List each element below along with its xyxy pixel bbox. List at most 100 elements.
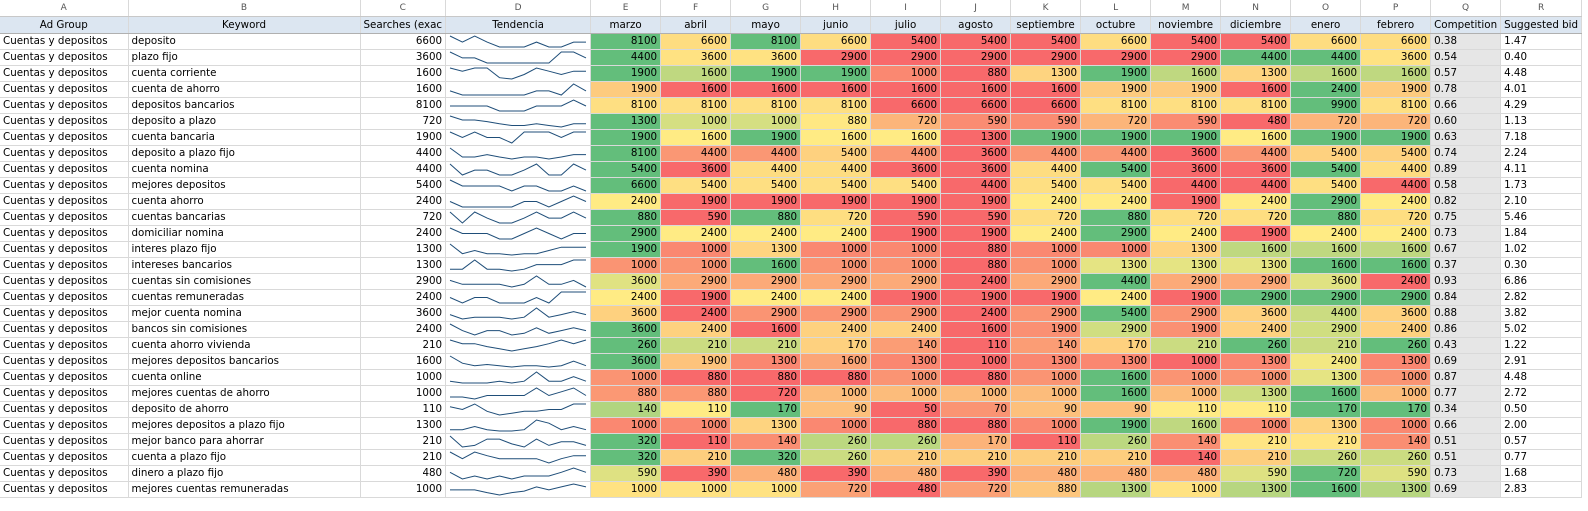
sparkline-cell[interactable] [445, 33, 592, 50]
month-value-cell[interactable]: 1000 [590, 369, 662, 386]
month-value-cell[interactable]: 880 [660, 385, 732, 402]
sparkline-cell[interactable] [445, 465, 592, 482]
month-value-cell[interactable]: 1300 [730, 417, 802, 434]
month-value-cell[interactable]: 3600 [730, 49, 802, 66]
month-value-cell[interactable]: 1600 [940, 81, 1012, 98]
month-value-cell[interactable]: 1900 [1080, 129, 1152, 146]
month-value-cell[interactable]: 1900 [1150, 81, 1222, 98]
month-value-cell[interactable]: 4400 [1150, 177, 1222, 194]
column-letter[interactable]: L [1080, 0, 1152, 17]
month-value-cell[interactable]: 1000 [660, 113, 732, 130]
sparkline-cell[interactable] [445, 129, 592, 146]
sparkline-cell[interactable] [445, 161, 592, 178]
month-value-cell[interactable]: 4400 [1290, 305, 1362, 322]
month-value-cell[interactable]: 1600 [800, 353, 872, 370]
month-value-cell[interactable]: 1000 [590, 257, 662, 274]
month-value-cell[interactable]: 320 [590, 449, 662, 466]
month-value-cell[interactable]: 2900 [1360, 289, 1432, 306]
suggested-bid-cell[interactable]: 1.22 [1500, 337, 1583, 354]
month-value-cell[interactable]: 2400 [660, 305, 732, 322]
suggested-bid-cell[interactable]: 2.00 [1500, 417, 1583, 434]
month-value-cell[interactable]: 2400 [800, 321, 872, 338]
month-value-cell[interactable]: 140 [1150, 449, 1222, 466]
searches-cell[interactable]: 1600 [360, 353, 447, 370]
month-value-cell[interactable]: 2900 [1290, 193, 1362, 210]
searches-cell[interactable]: 1000 [360, 385, 447, 402]
keyword-cell[interactable]: mejor banco para ahorrar [128, 433, 361, 450]
competition-cell[interactable]: 0.88 [1430, 305, 1502, 322]
month-value-cell[interactable]: 2900 [1010, 49, 1082, 66]
sparkline-cell[interactable] [445, 321, 592, 338]
month-value-cell[interactable]: 5400 [870, 33, 942, 50]
month-value-cell[interactable]: 720 [1010, 209, 1082, 226]
ad-group-cell[interactable]: Cuentas y depositos [0, 177, 129, 194]
month-value-cell[interactable]: 1000 [800, 241, 872, 258]
header-month[interactable]: junio [800, 16, 872, 34]
month-value-cell[interactable]: 210 [660, 337, 732, 354]
ad-group-cell[interactable]: Cuentas y depositos [0, 433, 129, 450]
suggested-bid-cell[interactable]: 3.82 [1500, 305, 1583, 322]
suggested-bid-cell[interactable]: 5.02 [1500, 321, 1583, 338]
month-value-cell[interactable]: 2400 [660, 321, 732, 338]
month-value-cell[interactable]: 1900 [590, 241, 662, 258]
month-value-cell[interactable]: 480 [730, 465, 802, 482]
month-value-cell[interactable]: 3600 [1220, 305, 1292, 322]
sparkline-cell[interactable] [445, 113, 592, 130]
keyword-cell[interactable]: mejores depositos bancarios [128, 353, 361, 370]
header-month[interactable]: febrero [1360, 16, 1432, 34]
column-letter[interactable]: H [800, 0, 872, 17]
month-value-cell[interactable]: 2900 [800, 273, 872, 290]
month-value-cell[interactable]: 8100 [660, 97, 732, 114]
month-value-cell[interactable]: 8100 [1080, 97, 1152, 114]
month-value-cell[interactable]: 110 [660, 401, 732, 418]
month-value-cell[interactable]: 5400 [1150, 33, 1222, 50]
sparkline-cell[interactable] [445, 97, 592, 114]
month-value-cell[interactable]: 1000 [940, 385, 1012, 402]
suggested-bid-cell[interactable]: 4.29 [1500, 97, 1583, 114]
sparkline-cell[interactable] [445, 81, 592, 98]
column-letter[interactable]: D [445, 0, 592, 17]
month-value-cell[interactable]: 2900 [1220, 289, 1292, 306]
month-value-cell[interactable]: 1600 [730, 257, 802, 274]
month-value-cell[interactable]: 590 [940, 113, 1012, 130]
month-value-cell[interactable]: 1900 [590, 65, 662, 82]
month-value-cell[interactable]: 140 [590, 401, 662, 418]
searches-cell[interactable]: 1000 [360, 481, 447, 498]
month-value-cell[interactable]: 2400 [730, 225, 802, 242]
month-value-cell[interactable]: 2900 [730, 305, 802, 322]
month-value-cell[interactable]: 4400 [800, 161, 872, 178]
month-value-cell[interactable]: 480 [1010, 465, 1082, 482]
month-value-cell[interactable]: 1600 [730, 321, 802, 338]
suggested-bid-cell[interactable]: 2.82 [1500, 289, 1583, 306]
month-value-cell[interactable]: 1900 [1010, 129, 1082, 146]
month-value-cell[interactable]: 260 [1360, 337, 1432, 354]
competition-cell[interactable]: 0.89 [1430, 161, 1502, 178]
month-value-cell[interactable]: 2400 [1010, 225, 1082, 242]
month-value-cell[interactable]: 1900 [870, 225, 942, 242]
keyword-cell[interactable]: deposito a plazo [128, 113, 361, 130]
month-value-cell[interactable]: 1300 [590, 113, 662, 130]
month-value-cell[interactable]: 720 [1150, 209, 1222, 226]
month-value-cell[interactable]: 260 [1360, 449, 1432, 466]
sparkline-cell[interactable] [445, 481, 592, 498]
searches-cell[interactable]: 1000 [360, 369, 447, 386]
searches-cell[interactable]: 8100 [360, 97, 447, 114]
month-value-cell[interactable]: 1300 [1290, 417, 1362, 434]
month-value-cell[interactable]: 720 [1360, 209, 1432, 226]
month-value-cell[interactable]: 320 [590, 433, 662, 450]
suggested-bid-cell[interactable]: 4.48 [1500, 369, 1583, 386]
month-value-cell[interactable]: 2400 [1360, 193, 1432, 210]
searches-cell[interactable]: 5400 [360, 177, 447, 194]
month-value-cell[interactable]: 4400 [870, 145, 942, 162]
sparkline-cell[interactable] [445, 257, 592, 274]
month-value-cell[interactable]: 1600 [1150, 65, 1222, 82]
ad-group-cell[interactable]: Cuentas y depositos [0, 113, 129, 130]
month-value-cell[interactable]: 880 [590, 209, 662, 226]
month-value-cell[interactable]: 110 [940, 337, 1012, 354]
month-value-cell[interactable]: 1900 [730, 129, 802, 146]
keyword-cell[interactable]: cuenta a plazo fijo [128, 449, 361, 466]
month-value-cell[interactable]: 260 [800, 449, 872, 466]
column-letter[interactable]: E [590, 0, 662, 17]
month-value-cell[interactable]: 1600 [1150, 417, 1222, 434]
searches-cell[interactable]: 2400 [360, 225, 447, 242]
